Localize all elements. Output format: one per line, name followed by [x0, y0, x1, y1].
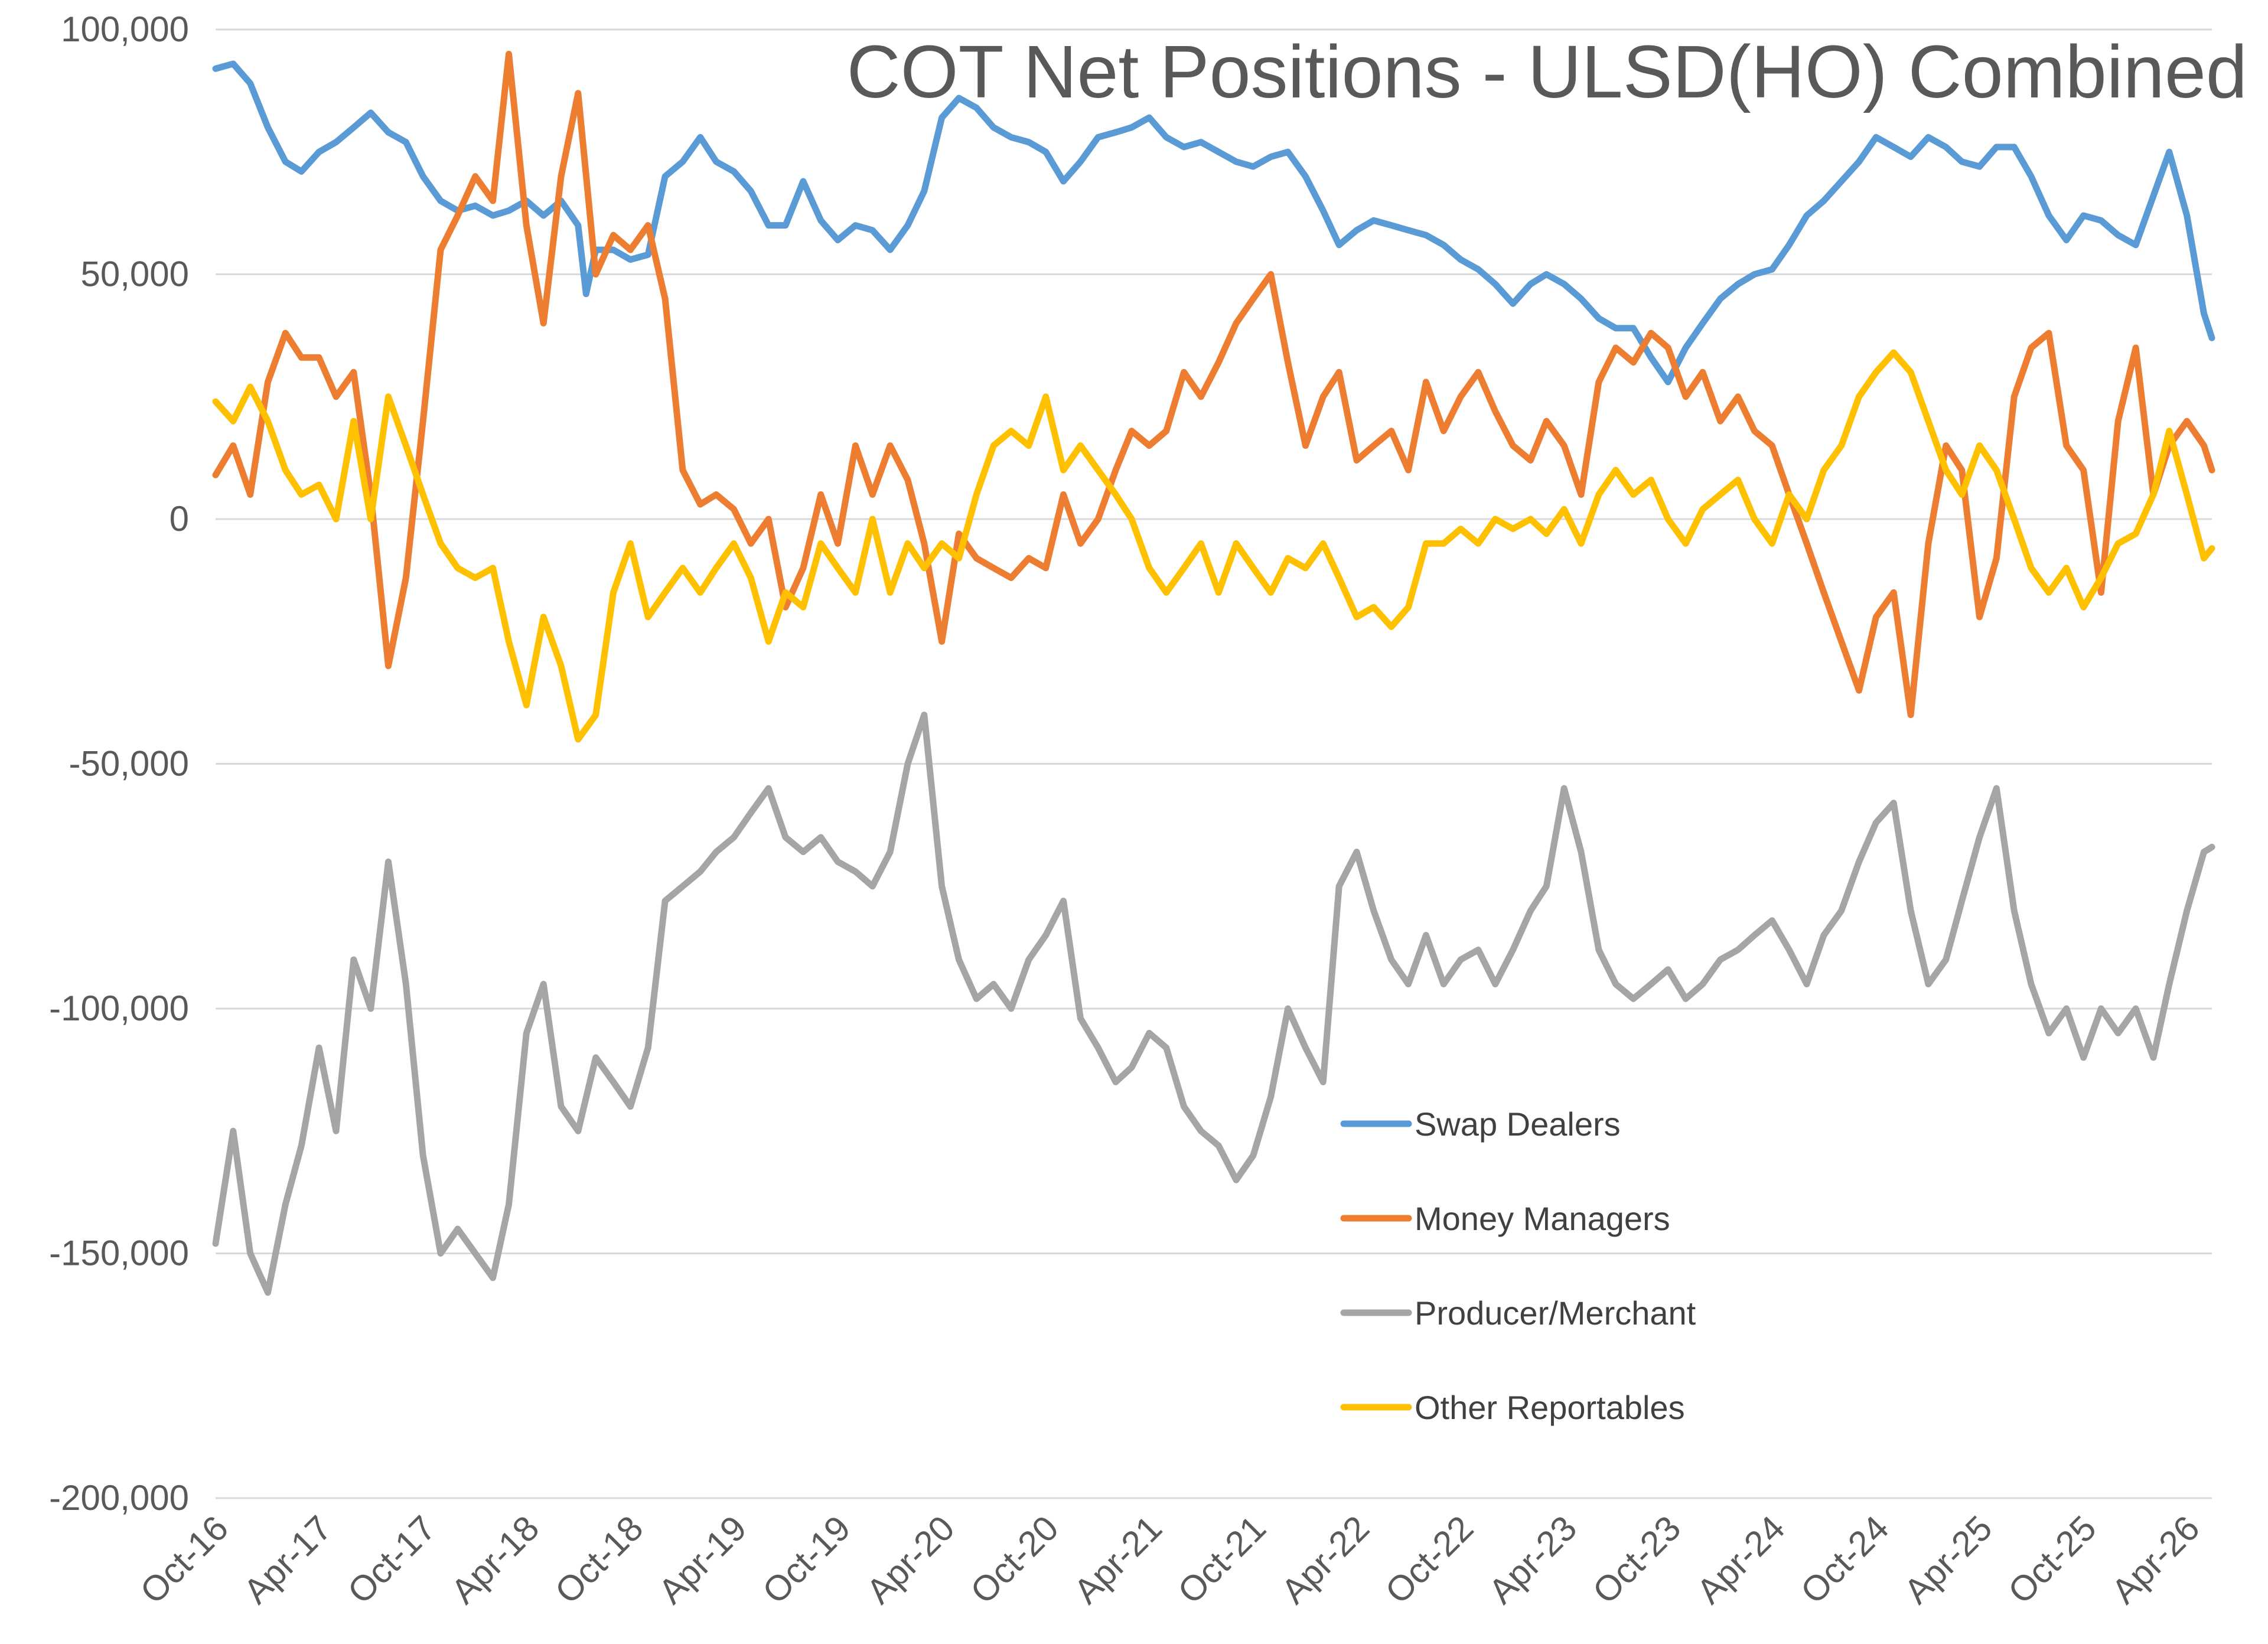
series-line-other-reportables	[212, 349, 2215, 743]
y-tick-label: -100,000	[49, 989, 189, 1028]
legend-item: Producer/Merchant	[1340, 1294, 1696, 1332]
legend-label: Other Reportables	[1415, 1389, 1685, 1426]
legend-label: Producer/Merchant	[1415, 1294, 1696, 1332]
legend-item: Money Managers	[1340, 1200, 1670, 1237]
legend-label: Swap Dealers	[1415, 1105, 1621, 1143]
series-line-money-managers	[212, 51, 2215, 719]
legend: Swap Dealers Money Managers Producer/Merch…	[1340, 1105, 1696, 1426]
legend-item: Other Reportables	[1340, 1389, 1685, 1426]
y-tick-label: 50,000	[80, 255, 189, 294]
y-tick-label: 0	[170, 499, 189, 539]
series-line-swap-dealers	[212, 60, 2215, 386]
y-tick-label: -50,000	[69, 744, 190, 784]
series-line-producer-merchant	[212, 712, 2215, 1296]
series-lines	[212, 51, 2215, 1296]
legend-item: Swap Dealers	[1340, 1105, 1621, 1143]
y-axis-ticks: 100,000 50,000 0 -50,000 -100,000 -150,000 -20…	[49, 9, 189, 1518]
y-tick-label: -200,000	[49, 1478, 189, 1518]
y-tick-label: 100,000	[61, 9, 189, 49]
chart-title: COT Net Positions - ULSD(HO) Combined	[847, 30, 2247, 113]
legend-label: Money Managers	[1415, 1200, 1670, 1237]
y-tick-label: -150,000	[49, 1234, 189, 1273]
